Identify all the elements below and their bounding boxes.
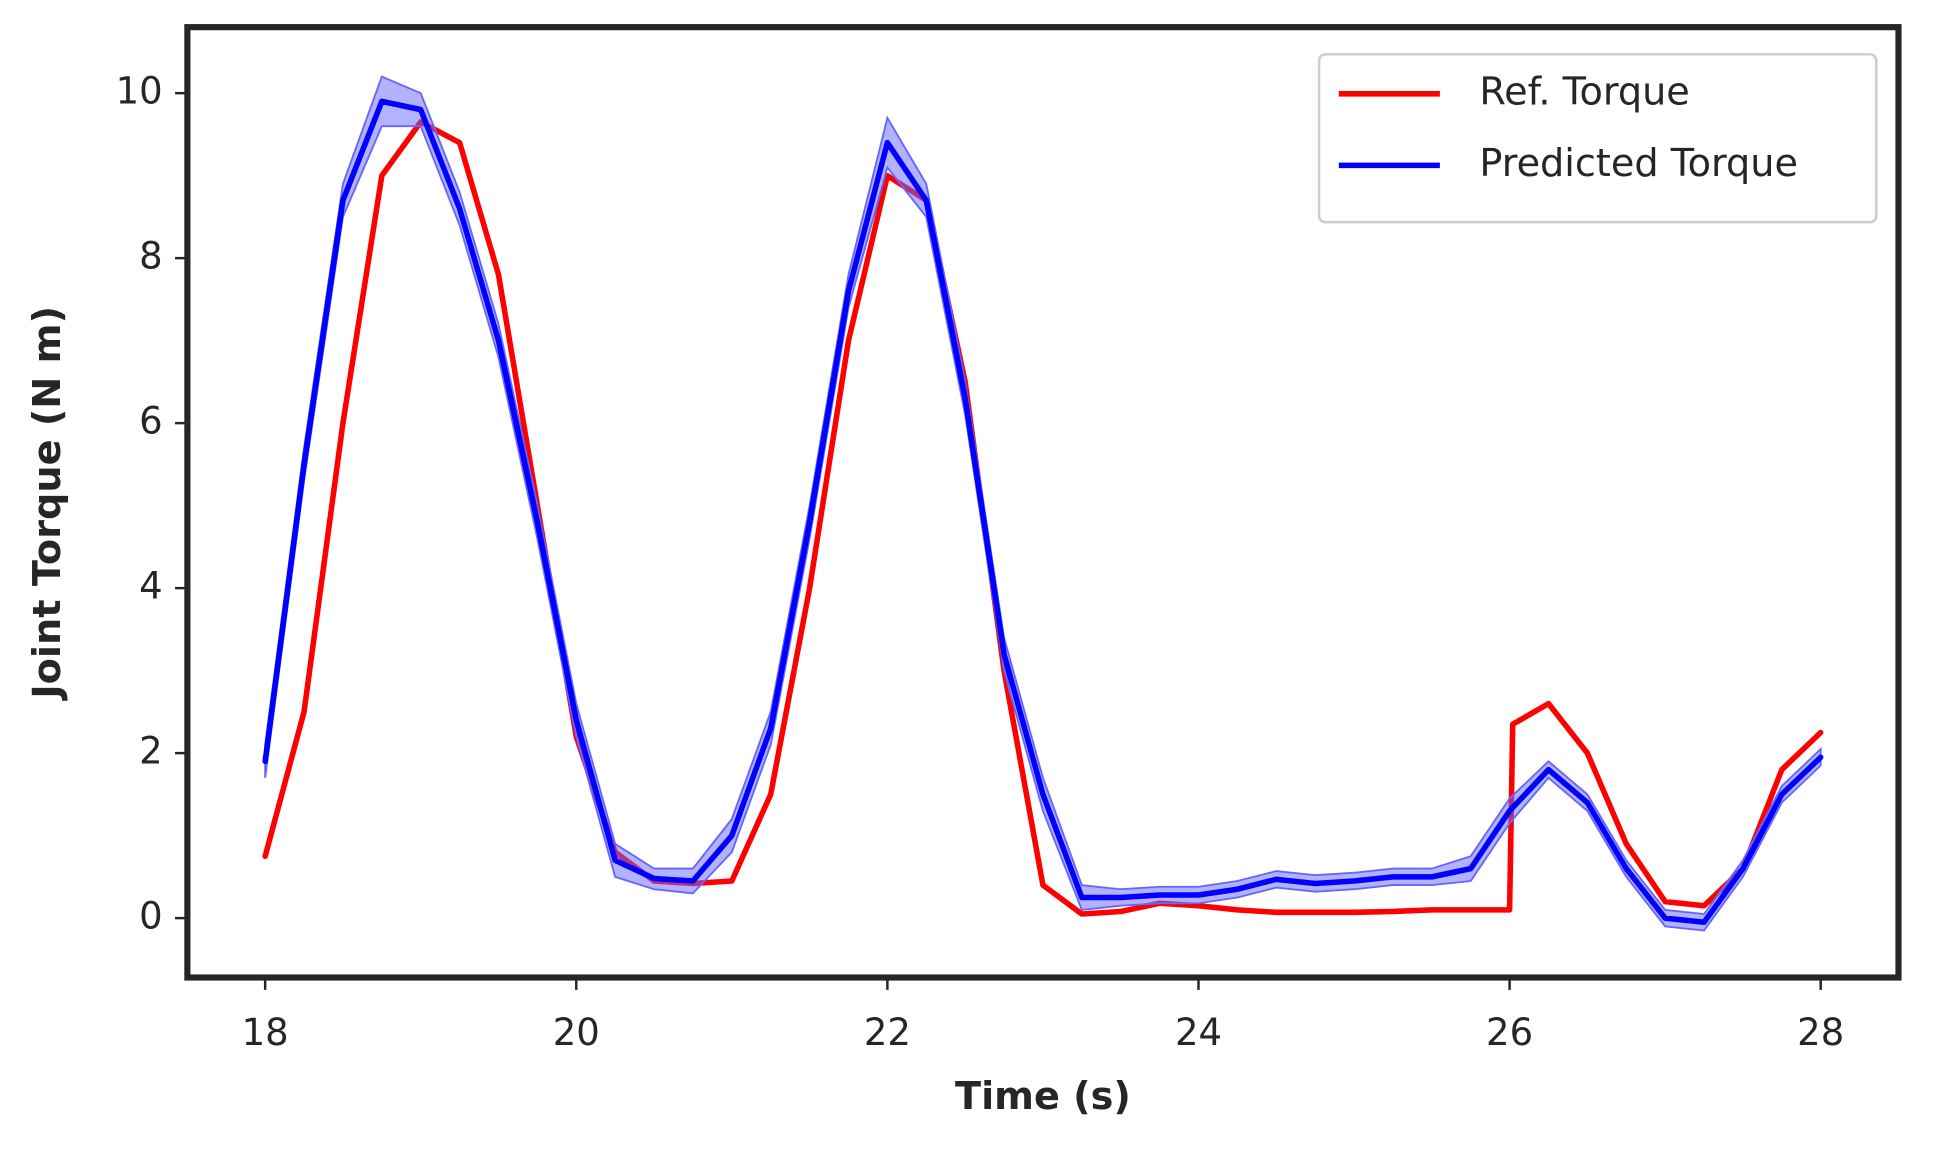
x-tick-label: 24 — [1175, 1011, 1222, 1054]
x-tick-label: 18 — [242, 1011, 289, 1054]
x-tick-label: 28 — [1797, 1011, 1844, 1054]
data-line — [262, 98, 1824, 926]
plot-area — [262, 75, 1824, 932]
confidence-band — [264, 75, 1822, 932]
y-axis-label: Joint Torque (N m) — [26, 306, 70, 702]
y-tick-label: 10 — [116, 70, 163, 113]
y-tick-label: 8 — [139, 235, 163, 278]
x-tick-label: 22 — [864, 1011, 911, 1054]
y-tick-label: 0 — [139, 895, 163, 938]
legend-label: Ref. Torque — [1479, 70, 1689, 114]
x-tick-label: 26 — [1486, 1011, 1533, 1054]
legend-label: Predicted Torque — [1479, 142, 1798, 186]
y-tick-label: 4 — [139, 565, 163, 608]
plot-frame — [184, 24, 1902, 981]
y-tick-label: 6 — [139, 400, 163, 443]
legend-box — [1317, 53, 1878, 224]
x-axis-label: Time (s) — [955, 1075, 1131, 1119]
data-line — [262, 119, 1824, 917]
x-tick-label: 20 — [553, 1011, 600, 1054]
y-tick-label: 2 — [139, 730, 163, 773]
